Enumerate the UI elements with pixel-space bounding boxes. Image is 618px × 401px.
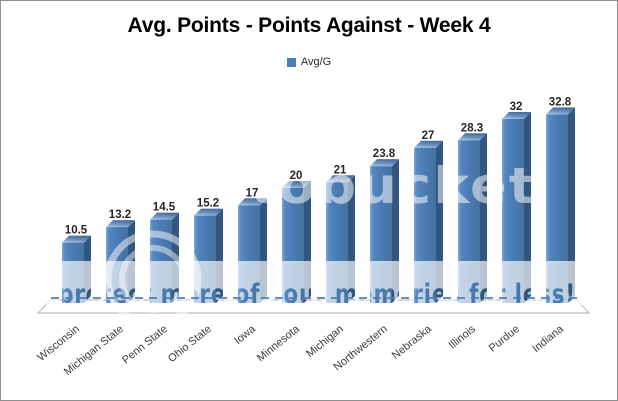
legend-label: Avg/G — [300, 56, 332, 68]
axis-label-minnesota: Minnesota — [255, 322, 303, 364]
chart-title: Avg. Points - Points Against - Week 4 — [127, 14, 491, 37]
value-label: 20 — [290, 170, 303, 182]
axis-label-michigan: Michigan — [304, 323, 346, 360]
axis-label-purdue: Purdue — [487, 323, 522, 355]
value-label: 32.8 — [549, 96, 572, 108]
bar-purdue — [502, 112, 531, 303]
axis-label-indiana: Indiana — [530, 322, 566, 355]
axis-label-illinois: Illinois — [447, 323, 479, 352]
value-label: 27 — [422, 130, 435, 142]
axis-label-penn-state: Penn State — [120, 323, 170, 367]
legend-swatch-icon — [286, 57, 296, 67]
axis-label-nebraska: Nebraska — [390, 322, 435, 362]
value-label: 32 — [510, 101, 523, 113]
value-label: 23.8 — [373, 148, 396, 160]
value-label: 13.2 — [109, 209, 131, 221]
value-label: 21 — [334, 164, 347, 176]
value-label: 10.5 — [65, 225, 88, 237]
value-label: 17 — [246, 187, 259, 199]
bar-indiana — [546, 107, 575, 304]
axis-label-iowa: Iowa — [232, 322, 258, 347]
watermark-logo-text: photobucket — [129, 157, 537, 215]
legend: Avg/G — [1, 56, 617, 68]
value-label: 14.5 — [153, 202, 176, 214]
watermark-band — [37, 261, 590, 305]
value-label: 28.3 — [461, 122, 483, 134]
value-label: 15.2 — [197, 198, 219, 210]
axis-label-ohio-state: Ohio State — [166, 323, 214, 365]
